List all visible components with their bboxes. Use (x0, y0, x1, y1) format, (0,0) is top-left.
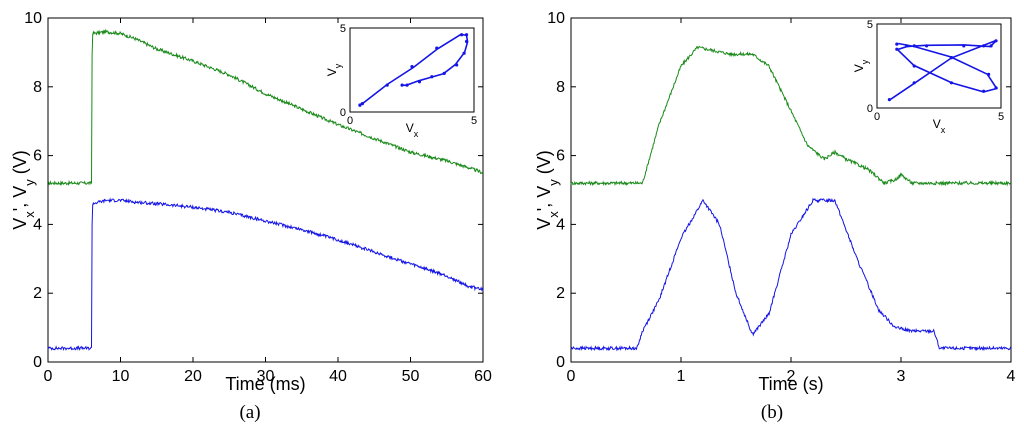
inset-point (962, 44, 966, 48)
inset-point (435, 46, 439, 50)
inset-point (982, 89, 986, 93)
inset-point (464, 33, 469, 37)
inset-point (987, 72, 991, 76)
inset-point (994, 86, 998, 90)
inset-x-tick-label: 0 (874, 111, 880, 123)
x-tick-label: 40 (329, 368, 347, 385)
series-line (47, 197, 484, 352)
y-tick-label: 0 (556, 354, 565, 371)
y-tick-label: 10 (24, 10, 42, 27)
inset-point (905, 44, 909, 48)
inset-point (895, 42, 899, 46)
y-axis-label: Vx', Vy (V) (10, 150, 37, 229)
x-tick-label: 10 (112, 368, 130, 385)
x-tick-label: 50 (402, 368, 420, 385)
y-tick-label: 4 (556, 216, 565, 233)
y-tick-label: 0 (33, 354, 42, 371)
inset-point (464, 39, 469, 44)
x-tick-label: 2 (787, 368, 796, 385)
inset-point (430, 75, 434, 79)
inset-point (405, 83, 409, 87)
inset-y-tick-label: 5 (867, 19, 873, 31)
series-line (570, 197, 1012, 352)
inset-y-tick-label: 5 (340, 23, 346, 35)
y-tick-label: 4 (33, 216, 42, 233)
y-tick-label: 6 (556, 148, 565, 165)
y-axis-label: Vx', Vy (V) (534, 150, 561, 229)
panel-a-caption: (a) (239, 402, 260, 423)
x-axis-label: Time (ms) (225, 374, 305, 394)
x-tick-label: 60 (474, 368, 492, 385)
y-tick-label: 2 (33, 285, 42, 302)
x-tick-label: 30 (257, 368, 275, 385)
inset-point (462, 51, 466, 55)
inset-point (455, 63, 459, 67)
y-tick-label: 8 (33, 79, 42, 96)
x-tick-label: 20 (184, 368, 202, 385)
inset-point (360, 102, 364, 106)
inset-point (912, 81, 916, 85)
inset-y-label: Vy (325, 63, 343, 76)
inset-point (460, 33, 464, 37)
x-tick-label: 4 (1007, 368, 1016, 385)
x-tick-label: 1 (677, 368, 686, 385)
inset-x-tick-label: 0 (347, 115, 353, 127)
inset-x-label: Vx (406, 121, 419, 139)
inset-point (895, 47, 899, 51)
series-line (47, 28, 484, 186)
y-tick-label: 6 (33, 148, 42, 165)
inset-point (949, 81, 954, 85)
inset-point (912, 44, 916, 48)
panel-b-caption: (b) (761, 402, 783, 423)
inset-x-label: Vx (933, 117, 946, 135)
x-axis-label: Time (s) (758, 374, 823, 394)
x-tick-label: 0 (567, 368, 576, 385)
inset-point (949, 56, 954, 60)
inset-point (989, 44, 993, 48)
inset-point (358, 103, 362, 107)
y-tick-label: 2 (556, 285, 565, 302)
inset-y-tick-label: 0 (340, 107, 346, 119)
inset-point (442, 71, 446, 75)
inset-point (400, 83, 404, 87)
x-tick-label: 3 (897, 368, 906, 385)
inset-point (385, 83, 389, 87)
inset-x-tick-label: 5 (471, 115, 477, 127)
inset-trajectory (890, 39, 998, 100)
inset-point (994, 39, 998, 43)
inset-point (887, 98, 892, 102)
x-tick-label: 0 (44, 368, 53, 385)
inset-point (925, 44, 929, 48)
y-tick-label: 10 (547, 10, 565, 27)
inset-y-label: Vy (852, 59, 870, 72)
inset-y-tick-label: 0 (867, 103, 873, 115)
inset-point (417, 80, 422, 84)
series-line (570, 45, 1012, 187)
inset-point (410, 65, 414, 69)
inset-point (982, 44, 986, 48)
inset-x-tick-label: 5 (998, 111, 1004, 123)
y-tick-label: 8 (556, 79, 565, 96)
inset-point (912, 64, 916, 68)
